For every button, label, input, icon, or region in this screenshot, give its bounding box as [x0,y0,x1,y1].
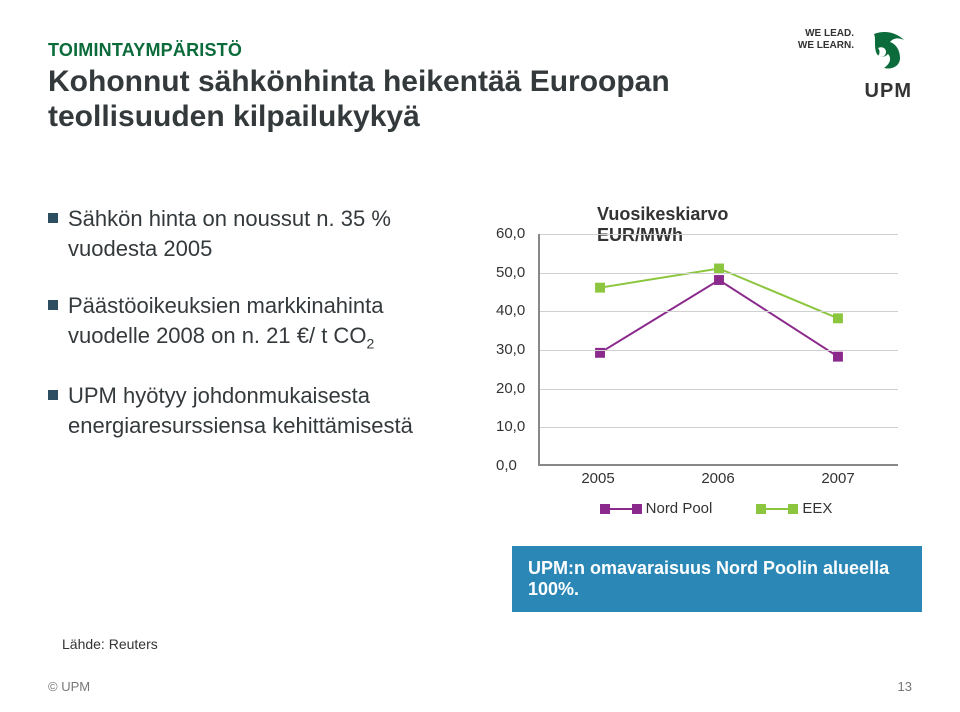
footer-copyright: © UPM [48,679,90,694]
bullet-2-main: Päästöoikeuksien markkinahinta vuodelle … [68,293,384,348]
gridline [540,273,898,274]
gridline [540,389,898,390]
griffin-icon [866,28,912,74]
legend-item-nordpool: Nord Pool [604,500,713,517]
bullet-3-text: UPM hyötyy johdonmukaisesta energiaresur… [68,381,468,440]
tagline-2: WE LEARN. [798,40,854,52]
footer-page: 13 [898,679,912,694]
bullet-3: UPM hyötyy johdonmukaisesta energiaresur… [48,381,468,440]
bullet-2-sub: 2 [366,335,374,351]
title-line-1: Kohonnut sähkönhinta heikentää Euroopan [48,65,670,98]
tagline-1: WE LEAD. [798,28,854,40]
bullet-2-text: Päästöoikeuksien markkinahinta vuodelle … [68,291,468,353]
content-row: Sähkön hinta on noussut n. 35 % vuodesta… [48,204,912,524]
gridline [540,311,898,312]
chart-plot [538,234,898,466]
gridline [540,234,898,235]
y-tick-label: 40,0 [496,302,525,319]
logo-tagline: WE LEAD. WE LEARN. [798,28,854,51]
bullet-1: Sähkön hinta on noussut n. 35 % vuodesta… [48,204,468,263]
y-tick-label: 20,0 [496,380,525,397]
legend-label-nordpool: Nord Pool [646,500,713,517]
eyebrow: TOIMINTAYMPÄRISTÖ [48,40,912,61]
slide-title: Kohonnut sähkönhinta heikentää Euroopan … [48,65,912,134]
legend-label-eex: EEX [802,500,832,517]
gridline [540,427,898,428]
bullet-marker [48,390,58,400]
legend-item-eex: EEX [760,500,832,517]
x-tick-label: 2005 [581,470,614,487]
y-tick-label: 10,0 [496,418,525,435]
slide: TOIMINTAYMPÄRISTÖ Kohonnut sähkönhinta h… [0,0,960,712]
y-tick-label: 0,0 [496,457,517,474]
chart-legend: Nord Pool EEX [538,500,898,517]
callout-box: UPM:n omavaraisuus Nord Poolin alueella … [512,546,922,612]
logo-block: WE LEAD. WE LEARN. [798,28,912,74]
chart-svg [540,234,898,464]
brand-wordmark: UPM [865,80,912,103]
x-tick-label: 2007 [821,470,854,487]
footer: © UPM 13 [48,679,912,694]
x-tick-label: 2006 [701,470,734,487]
legend-swatch-eex [760,508,794,510]
bullet-2: Päästöoikeuksien markkinahinta vuodelle … [48,291,468,353]
legend-swatch-nordpool [604,508,638,510]
bullet-1-text: Sähkön hinta on noussut n. 35 % vuodesta… [68,204,468,263]
y-tick-label: 30,0 [496,341,525,358]
bullet-marker [48,300,58,310]
chart-column: Vuosikeskiarvo EUR/MWh Nord Pool EEX 0,0… [492,204,912,524]
gridline [540,350,898,351]
source-label: Lähde: Reuters [62,636,158,652]
chart-area: Vuosikeskiarvo EUR/MWh Nord Pool EEX 0,0… [492,204,912,524]
y-tick-label: 60,0 [496,225,525,242]
bullet-column: Sähkön hinta on noussut n. 35 % vuodesta… [48,204,468,524]
bullet-marker [48,213,58,223]
y-tick-label: 50,0 [496,264,525,281]
title-line-2: teollisuuden kilpailukykyä [48,100,420,133]
